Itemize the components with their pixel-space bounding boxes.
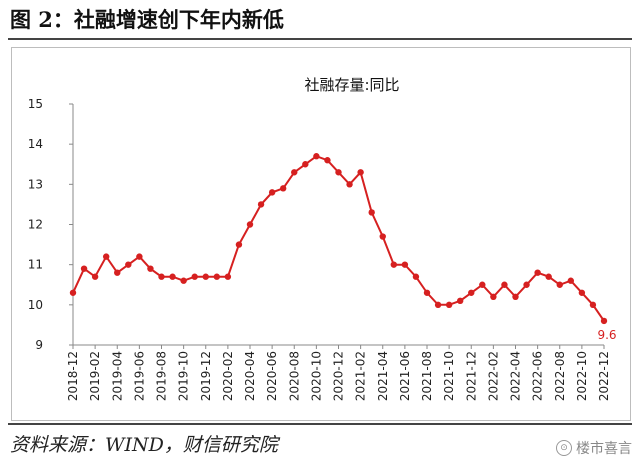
data-point (169, 273, 176, 280)
x-tick-label: 2018-12 (66, 351, 80, 401)
y-tick-label: 12 (28, 218, 43, 232)
data-point (401, 261, 409, 268)
x-tick-label: 2022-04 (509, 351, 523, 401)
x-tick-label: 2022-10 (575, 351, 589, 401)
x-tick-label: 2019-02 (88, 351, 102, 401)
x-tick-label: 2021-06 (398, 351, 412, 401)
x-tick-label: 2020-10 (309, 351, 323, 401)
data-point (69, 289, 77, 296)
x-tick-label: 2021-04 (376, 351, 390, 401)
data-point (125, 261, 132, 268)
data-point (313, 153, 320, 160)
data-point (357, 169, 364, 176)
data-point (434, 301, 442, 309)
data-point (423, 289, 431, 296)
axes: 9 10 11 12 13 14 15 2018-12 2019-02 2019-04 2019-0… (28, 97, 611, 401)
data-point (589, 301, 597, 309)
data-point (379, 233, 386, 240)
data-point (224, 273, 232, 280)
y-tick-label: 10 (28, 298, 43, 312)
x-tick-label: 2019-06 (132, 351, 146, 401)
data-point (235, 241, 243, 248)
y-tick-label: 15 (28, 97, 43, 111)
data-point (390, 261, 398, 268)
x-tick-label: 2020-12 (332, 351, 346, 401)
x-tick-label: 2020-08 (287, 351, 301, 401)
data-point (324, 157, 331, 164)
data-point (213, 273, 221, 280)
data-point (567, 277, 575, 284)
data-point (335, 169, 342, 176)
y-tick-label: 9 (35, 338, 43, 352)
data-point (512, 293, 519, 300)
x-tick-label: 2021-02 (354, 351, 368, 401)
chart-title: 社融存量:同比 (304, 76, 399, 94)
x-tick-label: 2021-12 (464, 351, 478, 401)
data-point (246, 221, 254, 228)
x-tick-label: 2019-12 (199, 351, 213, 401)
bottom-rule (8, 423, 632, 425)
data-point (479, 281, 486, 288)
x-tick-label: 2020-02 (221, 351, 235, 401)
data-point (158, 273, 165, 280)
end-value-label: 9.6 (597, 328, 616, 342)
figure-title: 图 2：社融增速创下年内新低 (10, 7, 284, 32)
data-point (180, 277, 187, 284)
data-point (412, 273, 420, 280)
data-point (302, 161, 309, 168)
data-point (534, 269, 541, 276)
x-tick-label: 2019-10 (177, 351, 191, 401)
data-point (191, 273, 198, 280)
watermark-text: 楼市喜言 (576, 441, 632, 457)
data-point (368, 209, 375, 216)
y-tick-label: 14 (28, 137, 43, 151)
series-polyline (72, 155, 605, 322)
data-point (600, 317, 608, 325)
data-point (578, 289, 586, 296)
source-note: 资料来源：WIND，财信研究院 (10, 434, 278, 456)
chart-container: 社融存量:同比 9 10 11 12 13 14 15 2018-12 2019-02 2019-… (11, 47, 631, 421)
data-point (257, 201, 265, 208)
data-point (556, 281, 563, 288)
data-point (268, 189, 276, 196)
data-point (545, 273, 552, 280)
data-point (291, 169, 298, 176)
data-point (114, 269, 121, 276)
x-tick-label: 2022-02 (486, 351, 500, 401)
data-point (501, 281, 508, 288)
data-point (102, 253, 110, 260)
data-point (523, 281, 530, 288)
x-tick-label: 2020-06 (265, 351, 279, 401)
data-point (80, 265, 88, 272)
x-tick-label: 2022-12 (597, 351, 611, 401)
x-tick-label: 2019-08 (155, 351, 169, 401)
data-point (456, 297, 464, 305)
x-tick-label: 2019-04 (110, 351, 124, 401)
data-point (202, 273, 209, 280)
y-tick-label: 13 (28, 177, 43, 191)
x-tick-label: 2021-10 (442, 351, 456, 401)
data-point (136, 253, 143, 260)
line-chart: 社融存量:同比 9 10 11 12 13 14 15 2018-12 2019-02 2019-… (28, 76, 617, 401)
watermark-logo-icon: ⊙ (556, 440, 572, 456)
data-point (147, 265, 154, 272)
watermark: ⊙ 楼市喜言 (556, 438, 632, 458)
data-point (346, 181, 353, 188)
x-tick-label: 2022-06 (531, 351, 545, 401)
data-point (91, 273, 99, 280)
data-point (490, 293, 497, 300)
y-tick-label: 11 (28, 258, 43, 272)
data-point (468, 289, 475, 296)
x-tick-label: 2022-08 (553, 351, 567, 401)
data-point (445, 301, 453, 309)
x-tick-label: 2021-08 (420, 351, 434, 401)
x-tick-label: 2020-04 (243, 351, 257, 401)
data-point (279, 185, 287, 192)
series-line: 9.6 (69, 153, 617, 342)
top-rule (8, 38, 632, 40)
